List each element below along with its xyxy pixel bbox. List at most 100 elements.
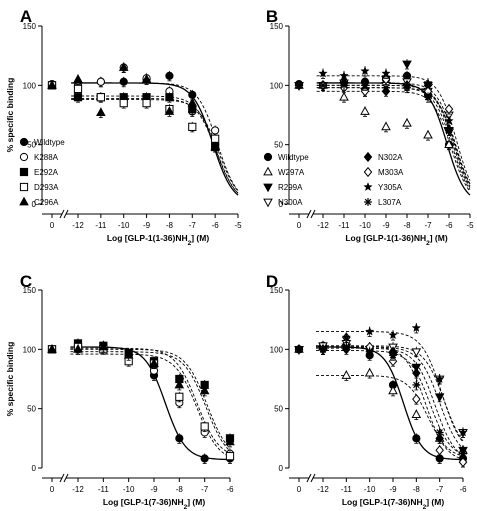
legend-label: C296A: [34, 198, 59, 207]
legend-label: Wildtype: [278, 153, 309, 162]
data-point: [118, 62, 129, 71]
legend-marker: [363, 151, 373, 163]
data-point: [149, 358, 159, 367]
legend-label: Wildtype: [34, 138, 65, 147]
y-tick-label: 50: [274, 141, 283, 150]
legend-item: Y305A: [363, 181, 403, 192]
y-axis-label: % specific binding: [5, 78, 15, 153]
data-point: [389, 351, 397, 360]
data-point: [165, 93, 174, 102]
y-tick-label: 150: [270, 286, 284, 295]
fit-curve-c296a: [70, 351, 231, 452]
legend-item: Wildtype: [263, 152, 309, 162]
x-tick-label: -10: [364, 485, 376, 494]
fit-curve-n302a: [316, 347, 464, 456]
data-point: [211, 134, 220, 143]
data-point: [411, 322, 422, 333]
x-tick-label: -11: [339, 221, 351, 230]
data-point: [211, 126, 220, 135]
data-point: [200, 422, 209, 431]
data-point: [423, 129, 433, 139]
data-point-zero: [295, 81, 303, 90]
data-point: [142, 99, 151, 108]
data-point: [382, 83, 390, 92]
data-point: [141, 74, 152, 83]
legend-label: L307A: [378, 198, 402, 207]
data-point: [435, 454, 444, 463]
series-n302a: [294, 77, 454, 136]
legend-item: M303A: [363, 166, 404, 178]
x-tick-label: -5: [466, 221, 474, 230]
data-point: [339, 70, 349, 80]
data-point: [319, 81, 327, 90]
x-tick-label: -8: [176, 485, 184, 494]
legend-label: D293A: [34, 183, 59, 192]
x-tick-label: -5: [234, 221, 242, 230]
data-point: [73, 74, 83, 83]
data-point: [225, 452, 235, 461]
axis-break-mark: [63, 209, 69, 219]
data-point: [434, 373, 445, 384]
fit-curve-wildtype: [316, 346, 464, 461]
axis-break-mark: [63, 473, 69, 483]
y-tick-label: 150: [23, 286, 37, 295]
data-point: [435, 433, 444, 444]
data-point: [123, 349, 134, 359]
panel-label: C: [20, 272, 32, 291]
data-point: [412, 434, 421, 443]
fit-curve-l307a: [316, 350, 464, 455]
data-point: [445, 126, 453, 135]
x-tick-label: -12: [317, 221, 329, 230]
fit-curve-m303a: [316, 345, 464, 460]
y-tick-label: 100: [270, 81, 284, 90]
data-point: [412, 367, 421, 379]
data-point: [388, 356, 398, 367]
data-point: [424, 93, 432, 102]
data-point: [388, 385, 398, 395]
series-l307a: [295, 341, 467, 460]
data-point: [412, 394, 421, 405]
data-point: [381, 121, 391, 131]
y-tick-label: 0: [32, 200, 37, 209]
legend-label: N300A: [278, 198, 303, 207]
legend-marker: [19, 152, 29, 162]
data-point: [73, 93, 83, 102]
legend-marker: [364, 198, 372, 206]
axis-break-mark: [59, 473, 65, 483]
data-point: [423, 77, 433, 88]
x-tick-label: -7: [189, 221, 197, 230]
legend-label: N302A: [378, 153, 403, 162]
x-axis-label: Log [GLP-1(7-36)NH2] (M): [103, 497, 205, 511]
legend: Wildtype K288A E292A D293A C296A: [19, 137, 65, 207]
legend-item: L307A: [364, 198, 402, 207]
x-tick-label: -10: [123, 485, 135, 494]
data-point: [96, 77, 105, 86]
legend-marker: [263, 152, 273, 162]
x-tick-label: -11: [98, 485, 110, 494]
y-axis-label: % specific binding: [5, 342, 15, 417]
data-point: [318, 68, 328, 78]
data-point: [119, 99, 128, 108]
data-point: [360, 66, 370, 76]
legend-marker: [263, 183, 273, 193]
y-tick-label: 50: [27, 405, 36, 414]
data-point: [96, 93, 105, 102]
data-point: [200, 454, 209, 463]
fit-curve-n300a: [316, 345, 464, 442]
x-tick-label: -12: [317, 485, 329, 494]
legend-marker: [19, 182, 29, 192]
panel-d: D 0 50 100 150 0 -12 -11 -10 -9 -8 -7 -6 Log [GLP-1(7…: [266, 272, 468, 511]
data-point: [411, 363, 422, 373]
legend-item: E292A: [19, 167, 59, 177]
data-point: [319, 345, 327, 354]
fit-curve-k288a: [70, 347, 231, 454]
fit-curve-w297a: [316, 90, 471, 192]
legend-marker: [19, 167, 29, 177]
data-point: [412, 380, 421, 389]
data-point: [341, 370, 352, 379]
x-tick-label: -6: [212, 221, 220, 230]
data-point: [175, 434, 184, 443]
x-tick-label-zero: 0: [50, 485, 55, 494]
x-tick-label: -6: [445, 221, 453, 230]
